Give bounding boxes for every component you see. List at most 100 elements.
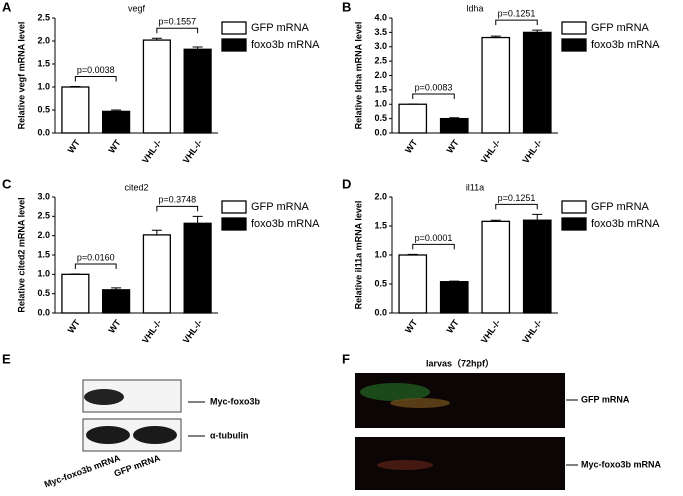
y-tick-label: 1.0	[37, 269, 50, 279]
panel-label: F	[342, 351, 350, 366]
y-tick-label: 1.5	[374, 220, 387, 230]
x-tick-label: WT	[403, 317, 420, 335]
legend-label: foxo3b mRNA	[591, 39, 660, 51]
y-axis-label: Relative ldha mRNA level	[353, 22, 363, 130]
y-tick-label: 1.5	[374, 84, 387, 94]
legend-swatch	[221, 217, 247, 231]
legend-label: GFP mRNA	[591, 201, 650, 213]
legend-swatch	[561, 38, 587, 52]
bar	[522, 31, 552, 134]
p-value: p=0.1251	[498, 193, 536, 203]
y-tick-label: 2.5	[37, 211, 50, 221]
significance-bracket	[74, 263, 117, 269]
x-tick-label: VHL-/-	[479, 138, 502, 165]
y-tick-label: 3.5	[374, 27, 387, 37]
band-label: Myc-foxo3b	[210, 396, 261, 406]
legend-label: GFP mRNA	[251, 22, 310, 34]
row-label: Myc-foxo3b mRNA	[581, 459, 662, 469]
row-label: GFP mRNA	[581, 394, 630, 404]
chart-title: ldha	[466, 3, 483, 13]
y-axis-label: Relative il11a mRNA level	[353, 201, 363, 310]
bar	[183, 48, 212, 134]
y-tick-label: 2.0	[37, 230, 50, 240]
y-tick-label: 1.0	[37, 81, 50, 91]
significance-bracket	[156, 27, 199, 34]
larva-signal	[377, 460, 433, 470]
significance-bracket	[412, 243, 455, 250]
significance-bracket	[156, 205, 199, 212]
significance-bracket	[412, 93, 455, 99]
y-tick-label: 1.5	[37, 58, 50, 68]
x-tick-label: WT	[66, 317, 83, 335]
error-bar	[151, 229, 162, 235]
y-tick-label: 0.0	[37, 127, 50, 137]
p-value: p=0.1251	[498, 8, 536, 18]
y-axis-label: Relative cited2 mRNA level	[16, 197, 26, 312]
x-tick-label: WT	[445, 317, 462, 335]
y-tick-label: 4.0	[374, 12, 387, 22]
bar	[142, 39, 171, 134]
legend-label: GFP mRNA	[251, 201, 310, 213]
blot-band	[86, 426, 130, 444]
lane-label: GFP mRNA	[113, 453, 162, 479]
bar	[183, 222, 212, 314]
bar	[61, 273, 90, 314]
bar	[481, 36, 511, 134]
legend-label: foxo3b mRNA	[251, 39, 320, 51]
y-tick-label: 1.5	[37, 249, 50, 259]
y-tick-label: 3.0	[37, 191, 50, 201]
panel-label: E	[2, 351, 11, 366]
p-value: p=0.0160	[77, 252, 115, 262]
panel-label: B	[342, 0, 351, 14]
y-tick-label: 2.5	[374, 56, 387, 66]
p-value: p=0.1557	[158, 17, 196, 27]
error-bar	[532, 213, 543, 221]
y-tick-label: 2.0	[374, 70, 387, 80]
x-tick-label: VHL-/-	[520, 318, 543, 345]
legend-swatch	[221, 200, 247, 214]
x-tick-label: WT	[106, 137, 123, 155]
y-tick-label: 0.5	[37, 288, 50, 298]
y-tick-label: 1.0	[374, 99, 387, 109]
x-tick-label: VHL-/-	[181, 138, 204, 165]
panel-label: C	[2, 176, 12, 191]
y-axis-label: Relative vegf mRNA level	[16, 22, 26, 130]
blot-band	[133, 426, 177, 444]
p-value: p=0.3748	[158, 195, 196, 205]
bar	[102, 110, 131, 134]
x-tick-label: WT	[403, 137, 420, 155]
y-tick-label: 0.0	[37, 307, 50, 317]
legend-label: foxo3b mRNA	[251, 218, 320, 230]
legend-label: GFP mRNA	[591, 22, 650, 34]
bar	[522, 219, 552, 314]
legend-swatch	[221, 38, 247, 52]
y-tick-label: 2.0	[374, 191, 387, 201]
chart-title: vegf	[128, 3, 146, 13]
x-tick-label: VHL-/-	[520, 138, 543, 165]
x-tick-label: WT	[106, 317, 123, 335]
x-tick-label: VHL-/-	[479, 318, 502, 345]
y-tick-label: 3.0	[374, 41, 387, 51]
error-bar	[192, 215, 203, 224]
legend-swatch	[221, 21, 247, 35]
x-tick-label: VHL-/-	[140, 318, 163, 345]
bar	[398, 103, 428, 134]
x-tick-label: WT	[66, 137, 83, 155]
band-label: α-tubulin	[210, 430, 249, 440]
larva-signal	[390, 398, 450, 408]
larva-signal	[360, 383, 430, 401]
bar	[398, 254, 428, 314]
y-tick-label: 1.0	[374, 249, 387, 259]
blot-band	[84, 389, 124, 405]
bar	[142, 234, 171, 314]
imaging-title: larvas（72hpf）	[426, 358, 494, 368]
p-value: p=0.0083	[415, 82, 453, 92]
legend-swatch	[561, 200, 587, 214]
p-value: p=0.0038	[77, 65, 115, 75]
panel-label: A	[2, 0, 12, 14]
significance-bracket	[495, 19, 538, 26]
legend-swatch	[561, 21, 587, 35]
x-tick-label: VHL-/-	[140, 138, 163, 165]
chart-title: il11a	[466, 182, 484, 192]
